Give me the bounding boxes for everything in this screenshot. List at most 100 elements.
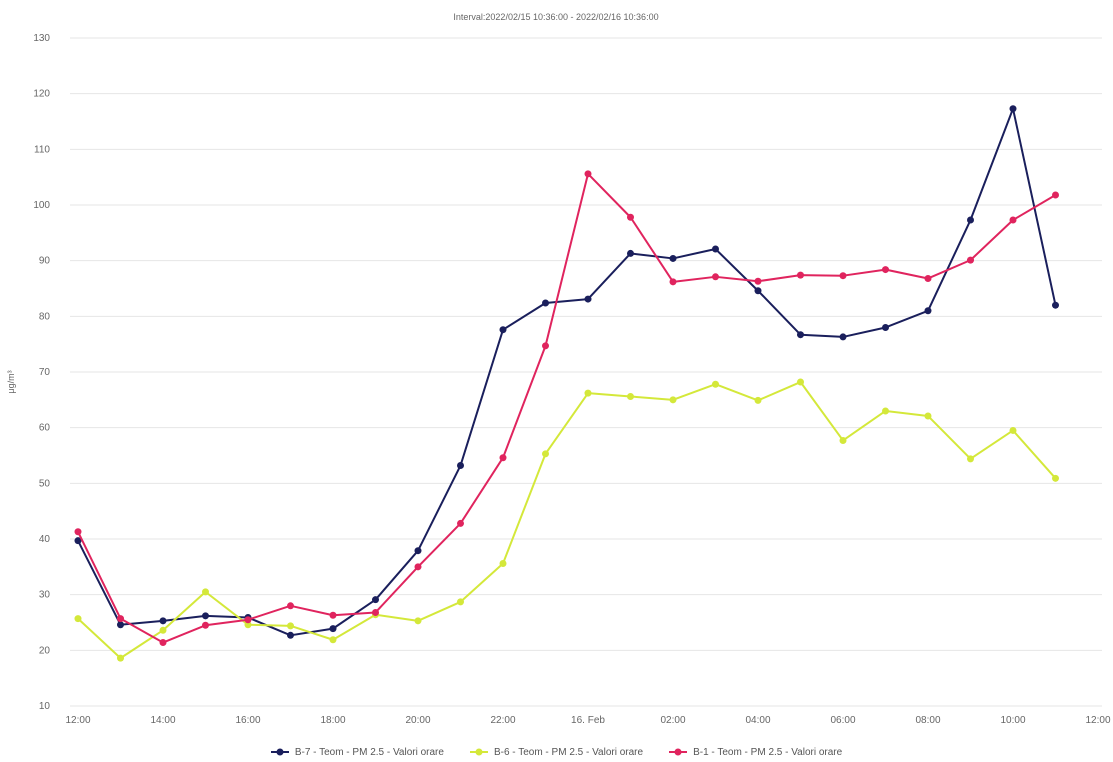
series-line[interactable]	[77, 172, 1057, 644]
data-point[interactable]	[1009, 426, 1017, 434]
data-point[interactable]	[159, 626, 167, 634]
series-line[interactable]	[77, 381, 1057, 660]
legend-marker-icon	[270, 748, 289, 756]
data-point[interactable]	[414, 563, 422, 571]
data-point[interactable]	[542, 450, 549, 458]
data-point[interactable]	[329, 636, 337, 644]
data-point[interactable]	[117, 615, 124, 623]
data-point[interactable]	[457, 519, 464, 527]
data-point[interactable]	[712, 245, 719, 253]
y-tick-label: 130	[33, 33, 50, 44]
chart-title: Interval:2022/02/15 10:36:00 - 2022/02/1…	[453, 12, 658, 22]
data-point[interactable]	[627, 249, 634, 257]
data-point[interactable]	[584, 170, 592, 178]
data-point[interactable]	[542, 342, 549, 350]
data-point[interactable]	[329, 625, 337, 633]
data-point[interactable]	[372, 608, 379, 616]
data-point[interactable]	[414, 617, 422, 625]
data-point[interactable]	[712, 273, 719, 281]
legend-item[interactable]: B-6 - Teom - PM 2.5 - Valori orare	[469, 747, 643, 758]
legend-marker-icon	[669, 748, 688, 756]
data-point[interactable]	[499, 326, 507, 334]
series-2[interactable]	[74, 378, 1060, 662]
data-point[interactable]	[882, 407, 889, 415]
data-point[interactable]	[754, 287, 762, 295]
x-tick-label: 12:00	[65, 715, 90, 726]
data-point[interactable]	[1052, 191, 1059, 199]
data-point[interactable]	[924, 274, 932, 282]
data-point[interactable]	[287, 631, 294, 639]
data-point[interactable]	[74, 537, 82, 545]
data-point[interactable]	[839, 436, 847, 444]
data-point[interactable]	[924, 412, 932, 420]
data-point[interactable]	[797, 331, 804, 339]
legend-label: B-7 - Teom - PM 2.5 - Valori orare	[294, 746, 444, 758]
data-point[interactable]	[669, 254, 677, 262]
series-3[interactable]	[74, 170, 1060, 647]
data-point[interactable]	[159, 617, 167, 625]
y-tick-label: 100	[33, 200, 50, 211]
data-point[interactable]	[202, 612, 209, 620]
y-tick-label: 80	[39, 311, 51, 322]
data-point[interactable]	[244, 621, 252, 629]
data-point[interactable]	[882, 266, 889, 274]
data-point[interactable]	[797, 378, 804, 386]
data-point[interactable]	[414, 547, 422, 555]
data-point[interactable]	[202, 588, 209, 596]
data-point[interactable]	[457, 462, 464, 470]
data-point[interactable]	[244, 616, 252, 624]
y-tick-label: 10	[39, 701, 51, 712]
y-axis-ticks: 10 20 30 40 50 60 70 80 90 100 110 120 130	[33, 33, 50, 712]
data-point[interactable]	[924, 307, 932, 315]
data-point[interactable]	[839, 333, 847, 341]
y-tick-label: 70	[39, 367, 51, 378]
data-point[interactable]	[1009, 105, 1017, 113]
series-line[interactable]	[77, 107, 1057, 637]
data-point[interactable]	[1009, 216, 1017, 224]
data-point[interactable]	[1052, 301, 1059, 309]
data-point[interactable]	[117, 621, 124, 629]
data-point[interactable]	[499, 559, 507, 567]
x-tick-label: 22:00	[490, 715, 515, 726]
data-point[interactable]	[669, 278, 677, 286]
y-tick-label: 110	[34, 144, 50, 155]
data-point[interactable]	[287, 622, 294, 630]
legend-item[interactable]: B-7 - Teom - PM 2.5 - Valori orare	[270, 746, 444, 758]
data-point[interactable]	[839, 272, 847, 280]
y-tick-label: 40	[39, 534, 51, 545]
data-point[interactable]	[967, 256, 974, 264]
data-point[interactable]	[117, 654, 124, 662]
data-point[interactable]	[159, 639, 167, 647]
data-point[interactable]	[882, 323, 889, 331]
data-point[interactable]	[1052, 474, 1059, 482]
data-point[interactable]	[287, 602, 294, 610]
series-1[interactable]	[74, 105, 1060, 639]
y-axis-title: μg/m³	[6, 370, 16, 393]
data-point[interactable]	[542, 299, 549, 307]
data-point[interactable]	[754, 277, 762, 285]
data-point[interactable]	[797, 271, 804, 279]
y-tick-label: 120	[33, 89, 50, 100]
data-point[interactable]	[627, 213, 634, 221]
data-point[interactable]	[669, 396, 677, 404]
data-point[interactable]	[329, 611, 337, 619]
data-point[interactable]	[457, 598, 464, 606]
data-point[interactable]	[499, 454, 507, 462]
x-tick-label: 16. Feb	[571, 715, 605, 726]
data-point[interactable]	[372, 596, 379, 604]
data-point[interactable]	[712, 380, 719, 388]
data-point[interactable]	[627, 392, 634, 400]
data-point[interactable]	[754, 396, 762, 404]
data-point[interactable]	[967, 216, 974, 224]
data-point[interactable]	[202, 621, 209, 629]
legend-item[interactable]: B-1 - Teom - PM 2.5 - Valori orare	[669, 747, 842, 758]
data-point[interactable]	[74, 615, 82, 623]
data-point[interactable]	[967, 455, 974, 463]
data-point[interactable]	[74, 528, 82, 536]
data-point[interactable]	[584, 295, 592, 303]
data-point[interactable]	[584, 389, 592, 397]
legend: B-7 - Teom - PM 2.5 - Valori orare B-6 - …	[0, 742, 1113, 762]
grid-lines	[70, 37, 1102, 707]
y-tick-label: 20	[39, 645, 51, 656]
